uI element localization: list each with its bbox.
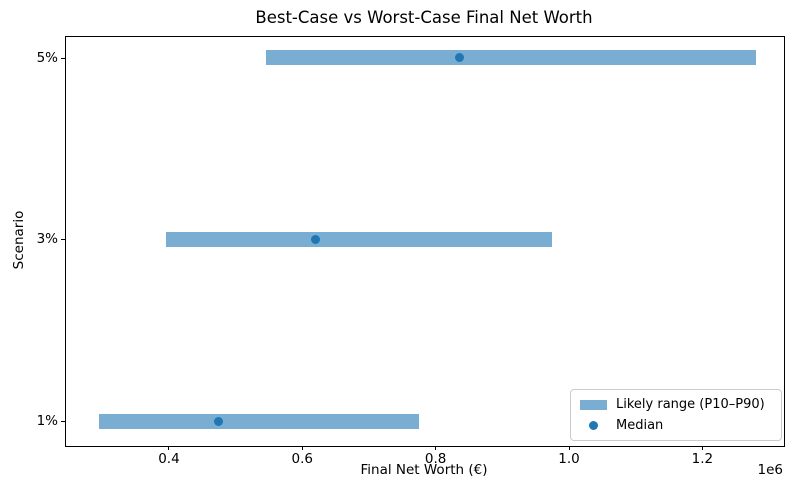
x-tick-label-1.2: 1.2 xyxy=(691,451,714,467)
x-tick-label-0.8: 0.8 xyxy=(424,451,447,467)
legend: Likely range (P10–P90) Median xyxy=(570,389,782,441)
y-tick-mark-5% xyxy=(61,57,65,59)
y-tick-label-1%: 1% xyxy=(36,413,58,429)
y-tick-mark-1% xyxy=(61,421,65,422)
range-bar-1% xyxy=(98,413,419,429)
x-tick-mark-1.2 xyxy=(701,446,703,450)
x-tick-label-1.0: 1.0 xyxy=(558,451,580,467)
chart-title: Best-Case vs Worst-Case Final Net Worth xyxy=(255,8,593,27)
x-tick-mark-0.8 xyxy=(435,446,437,450)
plot-area: Likely range (P10–P90) Median 5% 3% 1% 0.4 0… xyxy=(37,36,785,467)
range-bar-5% xyxy=(265,50,756,66)
legend-handle-median xyxy=(580,421,607,430)
range-bar-swatch-icon xyxy=(580,399,607,410)
legend-handle-range xyxy=(580,399,607,410)
legend-item-range: Likely range (P10–P90) xyxy=(580,397,773,412)
legend-label-range: Likely range (P10–P90) xyxy=(616,397,765,412)
legend-item-median: Median xyxy=(580,418,773,433)
x-tick-label-0.4: 0.4 xyxy=(158,451,180,467)
y-tick-label-5%: 5% xyxy=(36,49,58,66)
range-bar-3% xyxy=(165,231,553,247)
x-tick-mark-1.0 xyxy=(568,446,570,450)
median-dot-5% xyxy=(454,53,464,63)
x-axis-offset-label: 1e6 xyxy=(757,462,783,478)
y-tick-label-3%: 3% xyxy=(36,231,58,248)
median-dot-1% xyxy=(214,416,224,426)
x-tick-mark-0.6 xyxy=(301,446,303,450)
median-dot-swatch-icon xyxy=(589,421,598,430)
legend-label-median: Median xyxy=(616,418,664,433)
x-tick-label-0.6: 0.6 xyxy=(291,451,314,467)
x-tick-mark-0.4 xyxy=(168,446,170,450)
x-axis-label: Final Net Worth (€) xyxy=(360,462,488,478)
y-tick-mark-3% xyxy=(61,239,65,241)
median-dot-3% xyxy=(311,234,321,244)
